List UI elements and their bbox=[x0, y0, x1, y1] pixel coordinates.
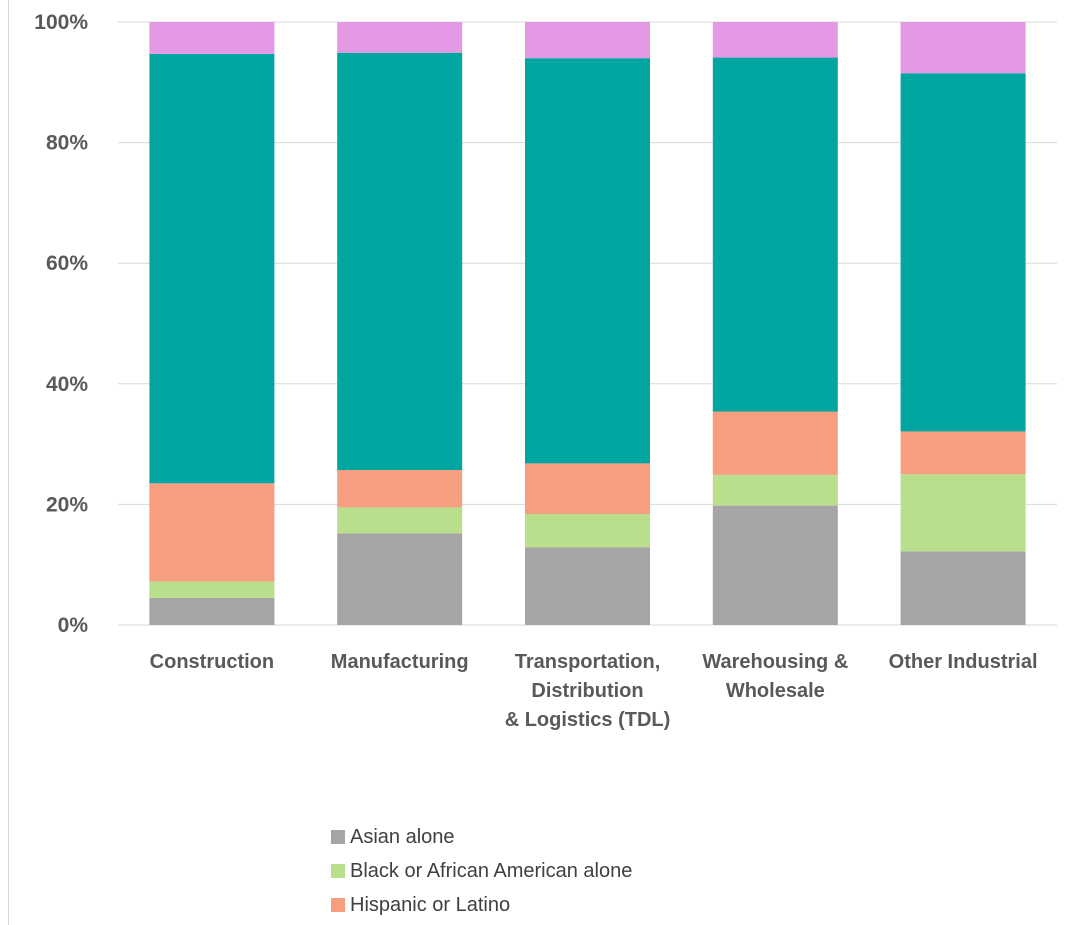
bar-segment-3-3 bbox=[712, 57, 838, 412]
bar-segment-1-3 bbox=[337, 52, 463, 471]
legend-swatch-black bbox=[331, 864, 345, 878]
x-tick-label: & Logistics (TDL) bbox=[505, 709, 671, 731]
y-tick-label: 80% bbox=[46, 132, 88, 155]
bar-segment-3-1 bbox=[712, 474, 838, 506]
bar-segment-2-2 bbox=[525, 463, 650, 515]
x-tick-label: Manufacturing bbox=[331, 651, 469, 673]
x-tick-label: Wholesale bbox=[726, 680, 825, 702]
legend-label-hispanic: Hispanic or Latino bbox=[350, 893, 511, 916]
bar-segment-3-2 bbox=[712, 411, 838, 475]
bar-segment-3-4 bbox=[712, 22, 838, 58]
bar-segment-1-4 bbox=[337, 22, 463, 53]
legend-item-hispanic: Hispanic or Latino bbox=[331, 888, 632, 922]
bar-segment-2-0 bbox=[525, 547, 650, 625]
x-tick-label: Construction bbox=[150, 651, 274, 673]
x-tick-label: Transportation, bbox=[515, 651, 661, 673]
bar-segment-4-4 bbox=[900, 22, 1026, 74]
x-tick-label: Distribution bbox=[531, 680, 643, 702]
y-tick-label: 40% bbox=[46, 373, 88, 396]
legend-swatch-hispanic bbox=[331, 898, 345, 912]
bar-segment-1-1 bbox=[337, 507, 463, 534]
y-tick-label: 20% bbox=[46, 493, 88, 516]
x-tick-label: Other Industrial bbox=[889, 651, 1038, 673]
bar-segment-4-1 bbox=[900, 474, 1026, 552]
legend-item-asian: Asian alone bbox=[331, 820, 632, 854]
bar-segment-0-4 bbox=[149, 22, 275, 54]
bar-segment-2-1 bbox=[525, 514, 650, 548]
y-tick-label: 60% bbox=[46, 252, 88, 275]
bar-segment-0-1 bbox=[149, 581, 275, 598]
stacked-bar-chart: 0% 20% 40% 60% 80% 100% Construction Manufactu… bbox=[34, 11, 1057, 731]
x-axis: Construction Manufacturing Transportation,… bbox=[150, 651, 1038, 731]
legend: Asian alone Black or African American al… bbox=[331, 820, 632, 922]
bar-segment-0-0 bbox=[149, 597, 275, 625]
bar-segment-1-2 bbox=[337, 470, 463, 508]
chart-frame-border bbox=[8, 0, 9, 925]
bar-segment-1-0 bbox=[337, 533, 463, 625]
legend-label-black: Black or African American alone bbox=[350, 859, 633, 882]
bar-segment-3-0 bbox=[712, 505, 838, 625]
bar-segment-4-0 bbox=[900, 551, 1026, 625]
bar-segment-0-2 bbox=[149, 483, 275, 582]
y-tick-label: 100% bbox=[34, 11, 88, 34]
y-tick-label: 0% bbox=[58, 614, 89, 637]
bar-segment-2-4 bbox=[525, 22, 650, 59]
gridlines bbox=[118, 21, 1057, 626]
bar-segment-0-3 bbox=[149, 53, 275, 484]
legend-item-black: Black or African American alone bbox=[331, 854, 632, 888]
legend-label-asian: Asian alone bbox=[350, 825, 455, 848]
bars bbox=[149, 22, 1026, 625]
legend-swatch-asian bbox=[331, 830, 345, 844]
bar-segment-4-3 bbox=[900, 73, 1026, 432]
y-axis: 0% 20% 40% 60% 80% 100% bbox=[34, 11, 88, 637]
bar-segment-2-3 bbox=[525, 58, 650, 464]
x-tick-label: Warehousing & bbox=[702, 651, 848, 673]
bar-segment-4-2 bbox=[900, 431, 1026, 475]
